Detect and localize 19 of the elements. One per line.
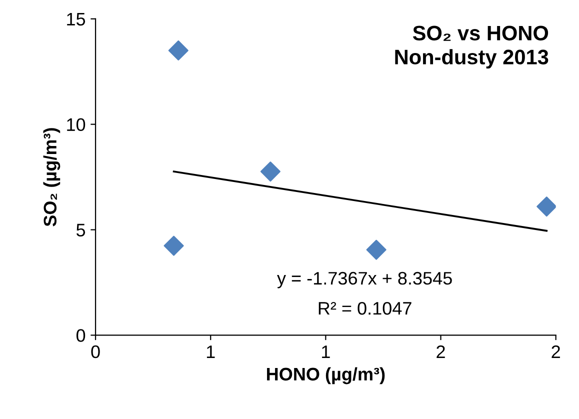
- x-tick-label: 0: [91, 345, 100, 358]
- annotation: R² = 0.1047: [318, 302, 412, 315]
- point: [366, 240, 386, 260]
- point: [260, 162, 280, 182]
- y-tick-label: 15: [67, 12, 86, 26]
- y-tick-label: 10: [67, 118, 86, 132]
- point: [536, 196, 556, 217]
- text: SO₂ vs HONO Non-dusty 2013: [395, 26, 548, 69]
- x-tick-label: 1: [206, 346, 215, 358]
- point: [168, 40, 188, 60]
- y-axis-title: SO₂ (µg/m³): [43, 128, 60, 226]
- x-tick-label: 1: [322, 346, 330, 358]
- point: [164, 236, 184, 256]
- x-tick-label: 2: [436, 345, 445, 358]
- x-axis-title: HONO (µg/m³): [267, 367, 385, 384]
- y-tick-label: 0: [76, 329, 86, 342]
- y-tick-label: 5: [76, 224, 86, 236]
- annotation: y = -1.7367x + 8.3545: [277, 272, 452, 288]
- x-tick-label: 2: [552, 345, 560, 358]
